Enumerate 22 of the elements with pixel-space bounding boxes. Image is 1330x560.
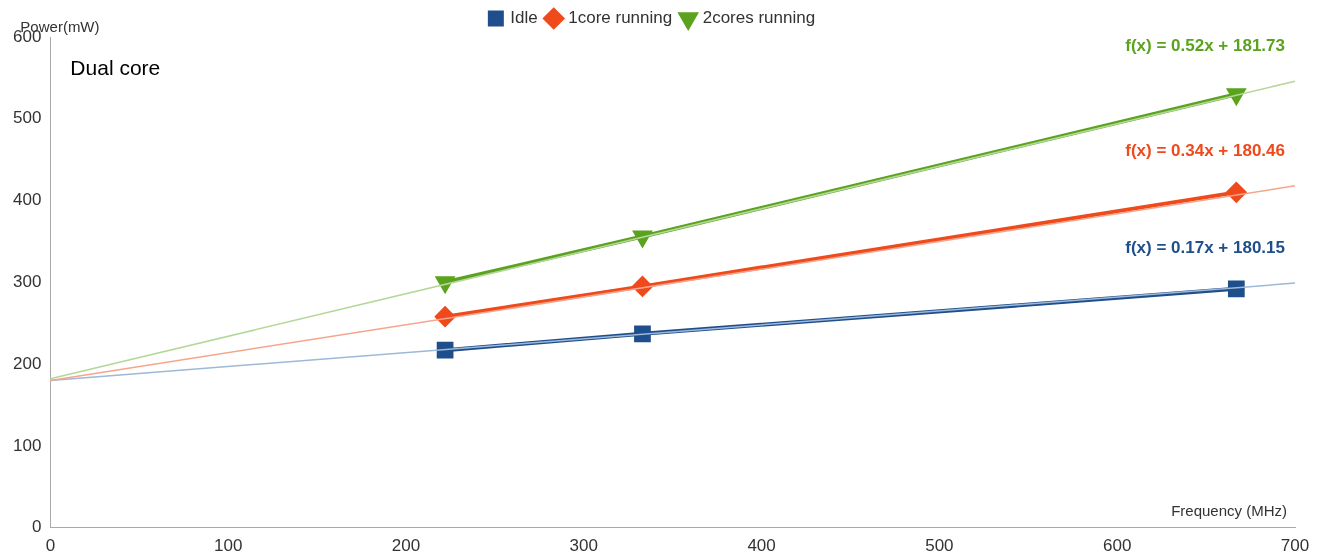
x-tick-label: 100 — [213, 536, 243, 556]
legend-label: Idle — [510, 8, 538, 28]
x-tick-label: 300 — [569, 536, 598, 556]
annotation: f(x) = 0.34x + 180.46 — [1125, 141, 1285, 160]
y-tick-label: 0 — [31, 517, 42, 537]
x-tick-label: 0 — [45, 536, 56, 556]
annotation: Dual core — [70, 56, 161, 80]
y-tick-label: 500 — [12, 108, 42, 128]
y-tick-label: 400 — [12, 190, 42, 210]
x-tick-label: 500 — [925, 536, 954, 556]
x-axis-title: Frequency (MHz) — [1171, 502, 1287, 520]
legend-label: 1core running — [568, 8, 673, 28]
y-tick-label: 300 — [12, 271, 42, 291]
x-tick-label: 600 — [1103, 536, 1132, 556]
x-tick-label: 200 — [391, 536, 421, 556]
y-tick-label: 100 — [12, 435, 42, 455]
legend-label: 2cores running — [702, 8, 816, 28]
x-tick-label: 700 — [1280, 536, 1310, 556]
annotation: f(x) = 0.17x + 180.15 — [1125, 238, 1285, 258]
annotation: f(x) = 0.52x + 181.73 — [1125, 36, 1285, 56]
x-tick-label: 400 — [747, 536, 776, 556]
y-tick-label: 200 — [12, 353, 42, 373]
